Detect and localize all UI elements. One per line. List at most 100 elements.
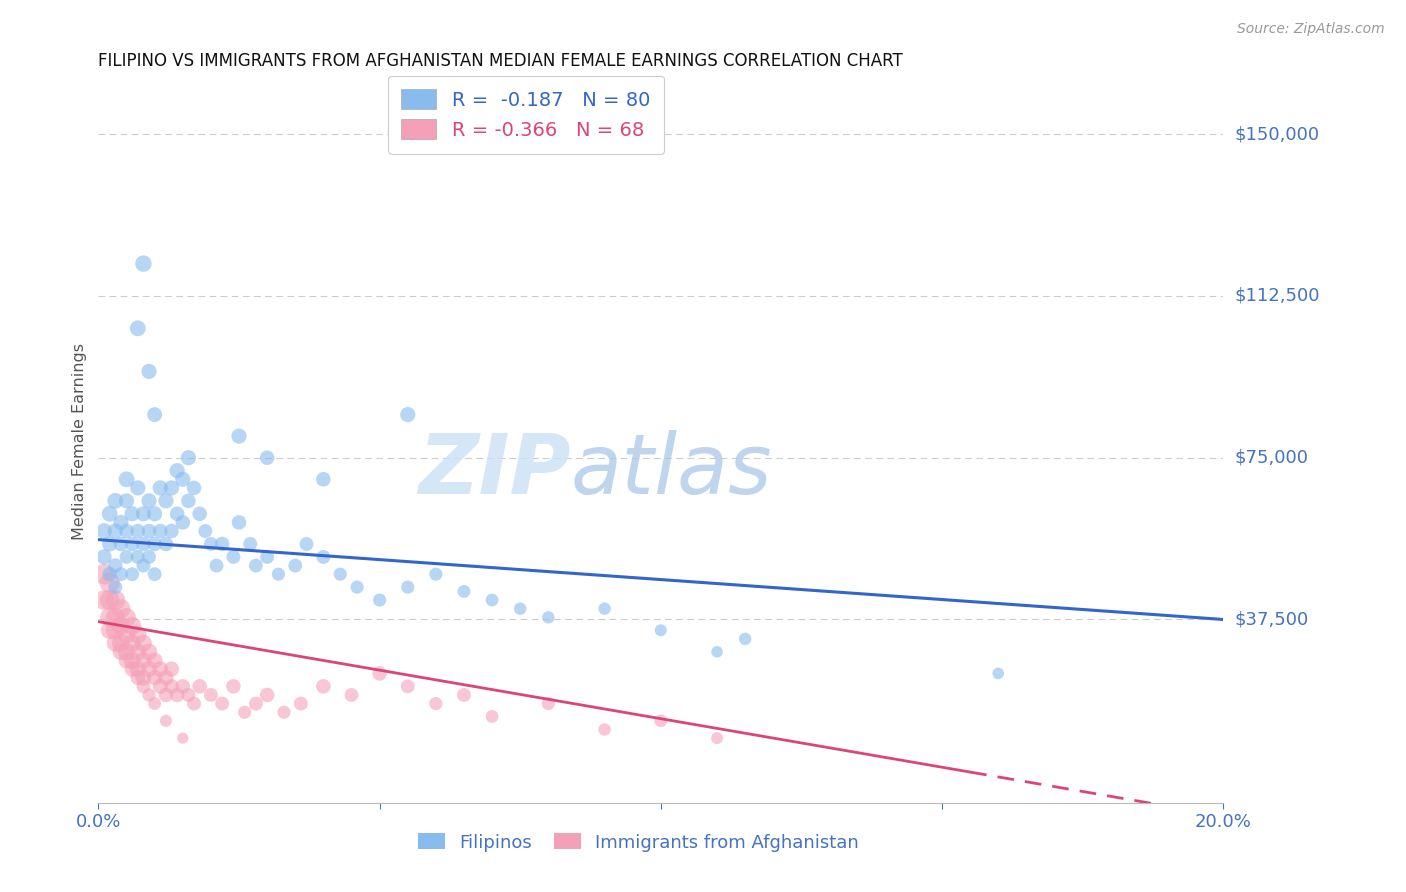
Point [481, 593, 503, 607]
Point [110, 645, 132, 659]
Point [143, 408, 166, 422]
Text: FILIPINO VS IMMIGRANTS FROM AFGHANISTAN MEDIAN FEMALE EARNINGS CORRELATION CHART: FILIPINO VS IMMIGRANTS FROM AFGHANISTAN … [98, 53, 903, 70]
Text: Source: ZipAtlas.com: Source: ZipAtlas.com [1237, 22, 1385, 37]
Point [155, 537, 177, 551]
Point [239, 537, 262, 551]
Point [396, 679, 419, 693]
Text: $75,000: $75,000 [1234, 449, 1309, 467]
Point [256, 549, 278, 564]
Point [110, 567, 132, 582]
Point [104, 580, 127, 594]
Point [138, 688, 160, 702]
Point [132, 507, 155, 521]
Point [155, 493, 177, 508]
Point [132, 537, 155, 551]
Point [160, 481, 183, 495]
Point [734, 632, 756, 646]
Point [138, 493, 160, 508]
Point [509, 601, 531, 615]
Point [228, 429, 250, 443]
Point [267, 567, 290, 582]
Point [211, 697, 233, 711]
Point [110, 619, 132, 633]
Text: ZIP: ZIP [418, 430, 571, 511]
Point [104, 524, 127, 538]
Point [115, 627, 138, 641]
Point [194, 524, 217, 538]
Point [273, 705, 295, 719]
Point [132, 558, 155, 573]
Point [138, 524, 160, 538]
Point [166, 688, 188, 702]
Point [115, 472, 138, 486]
Point [205, 558, 228, 573]
Point [110, 537, 132, 551]
Point [143, 671, 166, 685]
Point [98, 610, 121, 624]
Point [155, 688, 177, 702]
Point [98, 593, 121, 607]
Point [127, 671, 149, 685]
Point [183, 481, 205, 495]
Point [396, 408, 419, 422]
Point [290, 697, 312, 711]
Point [295, 537, 318, 551]
Point [138, 662, 160, 676]
Point [650, 624, 672, 638]
Point [121, 653, 143, 667]
Point [93, 593, 115, 607]
Point [110, 516, 132, 530]
Point [104, 624, 127, 638]
Point [166, 507, 188, 521]
Point [115, 524, 138, 538]
Point [143, 653, 166, 667]
Point [127, 524, 149, 538]
Point [188, 507, 211, 521]
Point [98, 507, 121, 521]
Point [138, 364, 160, 378]
Point [143, 507, 166, 521]
Point [160, 524, 183, 538]
Point [115, 645, 138, 659]
Point [138, 549, 160, 564]
Point [172, 472, 194, 486]
Point [98, 624, 121, 638]
Text: $150,000: $150,000 [1234, 125, 1319, 144]
Point [149, 481, 172, 495]
Text: $112,500: $112,500 [1234, 287, 1320, 305]
Point [233, 705, 256, 719]
Point [222, 549, 245, 564]
Point [127, 627, 149, 641]
Point [121, 537, 143, 551]
Point [93, 549, 115, 564]
Point [481, 709, 503, 723]
Point [121, 619, 143, 633]
Point [121, 636, 143, 650]
Point [143, 697, 166, 711]
Point [115, 493, 138, 508]
Point [98, 537, 121, 551]
Point [104, 558, 127, 573]
Point [127, 645, 149, 659]
Point [149, 524, 172, 538]
Point [149, 679, 172, 693]
Point [222, 679, 245, 693]
Point [93, 567, 115, 582]
Point [104, 610, 127, 624]
Point [177, 688, 200, 702]
Point [104, 493, 127, 508]
Point [706, 731, 728, 745]
Point [188, 679, 211, 693]
Point [110, 601, 132, 615]
Point [104, 636, 127, 650]
Point [115, 653, 138, 667]
Point [593, 601, 616, 615]
Point [706, 645, 728, 659]
Point [160, 662, 183, 676]
Point [396, 580, 419, 594]
Point [200, 688, 222, 702]
Point [368, 593, 391, 607]
Point [245, 697, 267, 711]
Point [98, 575, 121, 590]
Point [115, 549, 138, 564]
